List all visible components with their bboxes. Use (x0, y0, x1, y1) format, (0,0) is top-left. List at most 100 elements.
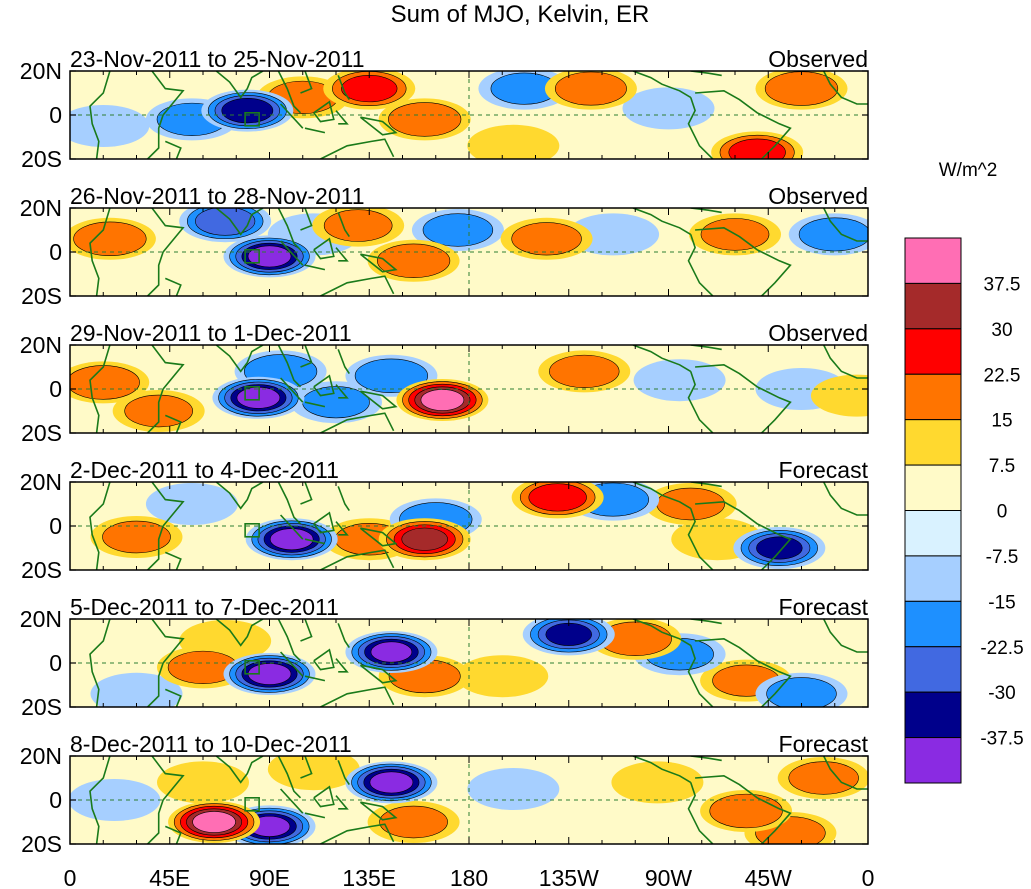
colorbar-units: W/m^2 (939, 160, 998, 181)
y-tick-label: 20S (21, 831, 62, 857)
contour-level (709, 793, 783, 829)
colorbar-swatch (904, 646, 962, 693)
coastline (335, 521, 349, 536)
y-tick-label: 0 (49, 376, 62, 402)
anomaly-cell (755, 71, 848, 110)
contour-level (388, 102, 462, 137)
anomaly-cell (622, 87, 715, 130)
coastline (164, 277, 182, 296)
coastline (304, 538, 326, 545)
colorbar: 37.5 30 22.5 15 7.5 0 -7.5 -15 -22.5 -30 -37.5 (904, 237, 1024, 784)
coastline (164, 140, 182, 159)
anomaly-cell (312, 208, 405, 247)
coastline (280, 651, 304, 677)
contour-level (354, 358, 429, 393)
y-tick-label: 20S (21, 146, 62, 172)
coastline (280, 514, 304, 540)
coastline (277, 345, 302, 388)
anomaly-cell (411, 209, 504, 251)
y-tick-label: 20N (20, 469, 62, 495)
coastline (359, 390, 398, 410)
coastline (337, 212, 350, 238)
colorbar-swatch (904, 464, 962, 512)
contour-level (456, 655, 549, 698)
coastline (320, 823, 395, 844)
contour-level (467, 768, 560, 810)
panel-period: 26-Nov-2011 to 28-Nov-2011 (70, 183, 365, 209)
anomaly-cell (511, 482, 604, 519)
coastline (335, 384, 349, 399)
coastline (687, 371, 714, 433)
coastline (277, 208, 302, 251)
anomaly-cell (467, 768, 560, 810)
coastline (687, 508, 714, 570)
coastline (304, 675, 326, 682)
coastline (164, 414, 182, 433)
contour-level (269, 528, 314, 551)
coastline (277, 71, 302, 114)
coastline (300, 208, 313, 231)
coastline (304, 264, 326, 271)
coastline (632, 345, 692, 373)
coastline (687, 645, 714, 707)
panel-1: 20N 0 20S 23-Nov-2011 to 25-Nov-2011 Observe… (20, 46, 869, 172)
panel-kind: Observed (768, 183, 868, 209)
coastline (359, 253, 398, 273)
coastline (164, 688, 182, 707)
contour-level (420, 389, 465, 411)
y-tick-label: 20S (21, 420, 62, 446)
anomaly-cell (179, 208, 272, 243)
anomaly-cell (378, 98, 471, 141)
anomaly-cell (467, 124, 560, 159)
y-tick-label: 20N (20, 58, 62, 84)
contour-level (633, 359, 726, 402)
colorbar-swatch (904, 237, 962, 284)
anomaly-cell (345, 631, 438, 673)
coastline (89, 619, 111, 707)
anomaly-cell (611, 761, 704, 804)
coastline (632, 482, 692, 510)
panel-period: 5-Dec-2011 to 7-Dec-2011 (70, 594, 339, 620)
coastline (280, 103, 304, 129)
x-tick-label: 135W (539, 865, 599, 889)
y-tick-label: 0 (49, 787, 62, 813)
colorbar-swatch (904, 282, 962, 330)
panel-kind: Forecast (779, 731, 869, 757)
coastline (632, 208, 692, 236)
coastline (822, 208, 868, 242)
coastline (313, 511, 335, 534)
panel-2: 20N 0 20S 26-Nov-2011 to 28-Nov-2011 Observe… (20, 183, 869, 309)
panel-group: 20N 0 20S 23-Nov-2011 to 25-Nov-2011 Observe… (20, 46, 869, 857)
contour-level (611, 761, 704, 804)
anomaly-cell (367, 239, 460, 282)
colorbar-label: 30 (991, 320, 1012, 341)
anomaly-cell (522, 619, 615, 656)
colorbar-label: 0 (997, 502, 1008, 523)
contour-level (102, 520, 171, 554)
colorbar-label: 15 (991, 411, 1012, 432)
panel-period: 2-Dec-2011 to 4-Dec-2011 (70, 457, 339, 483)
coastline (215, 71, 264, 99)
contour-level (70, 779, 161, 821)
anomaly-cell (478, 71, 571, 110)
panel-kind: Observed (768, 320, 868, 346)
coastline (215, 208, 264, 236)
coastline (320, 275, 395, 296)
colorbar-label: -7.5 (986, 547, 1019, 568)
contour-level (221, 97, 274, 124)
anomaly-cell (145, 483, 238, 525)
coastline (695, 637, 792, 707)
anomaly-cell (168, 801, 261, 843)
anomaly-cell (157, 646, 249, 689)
anomaly-cell (367, 801, 460, 843)
coastline (304, 127, 326, 134)
coastline (277, 619, 302, 662)
anomaly-cell (755, 672, 848, 707)
coastline (695, 89, 792, 159)
x-tick-label: 0 (862, 865, 875, 889)
contour-level (728, 138, 786, 159)
anomaly-cell (157, 761, 249, 804)
coastline (280, 377, 304, 403)
coastline (687, 234, 714, 296)
y-tick-label: 20S (21, 283, 62, 309)
